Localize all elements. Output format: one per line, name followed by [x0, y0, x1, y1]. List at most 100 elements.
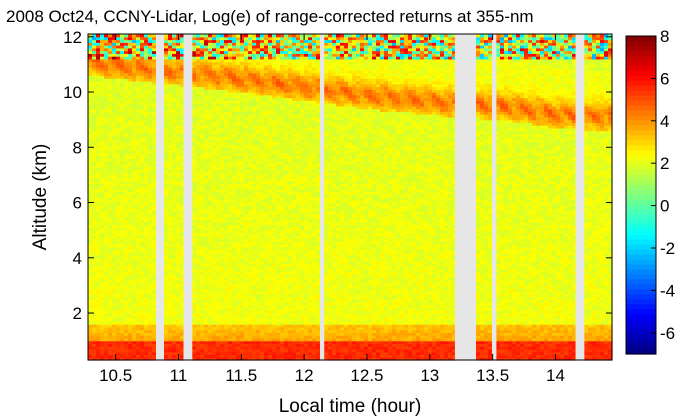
- heatmap-cell: [88, 56, 93, 60]
- heatmap-cell: [88, 232, 93, 237]
- heatmap-cell: [88, 255, 93, 259]
- heatmap-cell: [120, 313, 125, 317]
- heatmap-cell: [108, 111, 113, 115]
- heatmap-cell: [100, 271, 105, 275]
- heatmap-cell: [120, 243, 125, 248]
- heatmap-cell: [92, 202, 97, 206]
- heatmap-cell: [104, 141, 109, 146]
- heatmap-cell: [116, 108, 121, 112]
- heatmap-cell: [108, 69, 113, 74]
- heatmap-cell: [104, 78, 109, 82]
- heatmap-cell: [104, 219, 109, 223]
- heatmap-cell: [100, 61, 105, 65]
- heatmap-cell: [92, 340, 97, 345]
- heatmap-cell: [120, 56, 125, 60]
- heatmap-cell: [92, 80, 97, 85]
- heatmap-cell: [96, 202, 101, 206]
- heatmap-cell: [88, 155, 93, 159]
- heatmap-cell: [108, 103, 113, 107]
- heatmap-cell: [92, 216, 97, 220]
- heatmap-cell: [88, 103, 93, 107]
- heatmap-cell: [100, 141, 105, 146]
- heatmap-cell: [104, 290, 109, 295]
- heatmap-cell: [92, 255, 97, 259]
- heatmap-cell: [92, 257, 97, 262]
- heatmap-cell: [88, 282, 93, 286]
- heatmap-cell: [100, 158, 105, 162]
- heatmap-cell: [88, 180, 93, 184]
- heatmap-cell: [120, 119, 125, 123]
- heatmap-cell: [120, 67, 125, 71]
- heatmap-cell: [88, 45, 93, 49]
- heatmap-cell: [104, 354, 109, 358]
- heatmap-cell: [112, 351, 117, 356]
- heatmap-cell: [104, 133, 109, 137]
- heatmap-cell: [112, 208, 117, 212]
- heatmap-cell: [112, 45, 117, 49]
- heatmap-cell: [120, 83, 125, 88]
- heatmap-cell: [100, 243, 105, 248]
- heatmap-cell: [116, 255, 121, 259]
- heatmap-cell: [108, 61, 113, 65]
- heatmap-cell: [112, 86, 117, 90]
- heatmap-cell: [112, 266, 117, 270]
- heatmap-cell: [120, 105, 125, 110]
- heatmap-cell: [104, 321, 109, 325]
- heatmap-cell: [92, 155, 97, 159]
- heatmap-cell: [100, 133, 105, 137]
- heatmap-cell: [112, 47, 117, 52]
- heatmap-cell: [96, 34, 101, 38]
- heatmap-cell: [120, 58, 125, 63]
- heatmap-cell: [92, 36, 97, 41]
- heatmap-cell: [112, 249, 117, 253]
- heatmap-cell: [100, 89, 105, 93]
- heatmap-cell: [116, 230, 121, 234]
- heatmap-cell: [108, 138, 113, 143]
- heatmap-cell: [108, 89, 113, 93]
- heatmap-cell: [92, 301, 97, 306]
- heatmap-cell: [104, 343, 109, 347]
- heatmap-cell: [88, 208, 93, 212]
- heatmap-cell: [96, 343, 101, 347]
- heatmap-cell: [108, 210, 113, 215]
- heatmap-cell: [92, 45, 97, 49]
- heatmap-cell: [92, 213, 97, 217]
- heatmap-cell: [116, 36, 121, 41]
- heatmap-cell: [112, 324, 117, 328]
- heatmap-cell: [100, 83, 105, 88]
- heatmap-cell: [108, 119, 113, 123]
- heatmap-cell: [92, 263, 97, 267]
- heatmap-cell: [112, 127, 117, 132]
- heatmap-cell: [96, 290, 101, 295]
- heatmap-cell: [88, 169, 93, 173]
- heatmap-cell: [96, 346, 101, 350]
- heatmap-cell: [112, 315, 117, 320]
- heatmap-cell: [92, 133, 97, 137]
- heatmap-cell: [244, 34, 249, 38]
- heatmap-cell: [164, 34, 169, 38]
- heatmap-cell: [104, 114, 109, 118]
- heatmap-cell: [116, 97, 121, 101]
- heatmap-cell: [120, 53, 125, 57]
- heatmap-cell: [112, 34, 117, 38]
- heatmap-cell: [92, 296, 97, 300]
- heatmap-cell: [88, 92, 93, 96]
- heatmap-cell: [88, 116, 93, 121]
- heatmap-cell: [104, 310, 109, 314]
- heatmap-cell: [116, 125, 121, 129]
- heatmap-cell: [108, 163, 113, 168]
- heatmap-cell: [92, 138, 97, 143]
- heatmap-cell: [112, 263, 117, 267]
- heatmap-cell: [108, 67, 113, 71]
- heatmap-cell: [104, 213, 109, 217]
- heatmap-cell: [88, 249, 93, 253]
- heatmap-cell: [92, 221, 97, 226]
- heatmap-cell: [112, 288, 117, 292]
- heatmap-cell: [112, 125, 117, 129]
- heatmap-cell: [108, 232, 113, 237]
- heatmap-cell: [120, 197, 125, 201]
- heatmap-cell: [88, 304, 93, 309]
- heatmap-cell: [120, 108, 125, 112]
- heatmap-cell: [112, 232, 117, 237]
- heatmap-cell: [104, 263, 109, 267]
